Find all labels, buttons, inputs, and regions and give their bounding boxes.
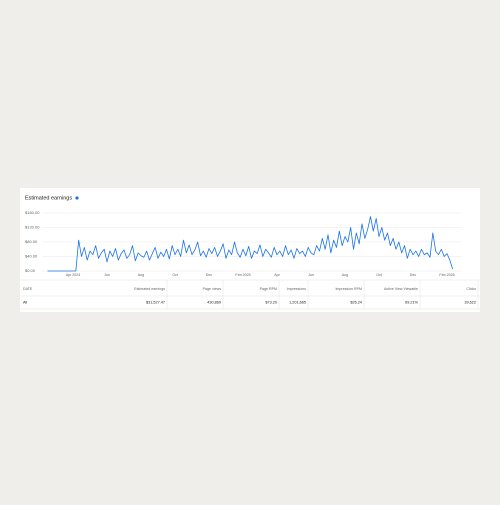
- column-header: Impression RPM: [335, 287, 362, 291]
- table-cell: 69.21%: [405, 301, 419, 305]
- legend-dot: [75, 196, 79, 200]
- x-tick-label: Feb 2025: [235, 273, 250, 277]
- y-tick-label: $120.00: [25, 225, 40, 230]
- table: DATE Estimated earnings Page views Page RPM…: [23, 280, 479, 309]
- chart-title: Estimated earnings: [25, 195, 72, 201]
- table-cell: $26.24: [350, 301, 362, 305]
- y-tick-label: $40.00: [25, 254, 38, 259]
- column-header: DATE: [23, 287, 33, 291]
- y-tick-label: $80.00: [25, 239, 38, 244]
- y-tick-label: $160.00: [25, 210, 40, 215]
- column-header: Clicks: [466, 287, 476, 291]
- x-tick-label: Aug: [342, 273, 348, 277]
- table-cell: 430,869: [207, 301, 221, 305]
- line-series: [47, 216, 454, 272]
- x-tick-label: Oct: [172, 273, 178, 277]
- x-tick-label: Feb 2026: [439, 273, 454, 277]
- table-cell: $31,527.47: [146, 301, 165, 305]
- x-tick-label: Aug: [138, 273, 144, 277]
- table-cell: 1,201,665: [289, 301, 306, 305]
- y-tick-label: $0.00: [25, 268, 36, 273]
- x-tick-label: Oct: [376, 273, 382, 277]
- chart: $0.00 $40.00 $80.00 $120.00 $160.00 Apr 2024 J…: [25, 210, 462, 277]
- table-cell: $73.20: [265, 301, 277, 305]
- table-cell: All: [23, 301, 27, 305]
- column-header: Estimated earnings: [134, 287, 165, 291]
- column-header: Active View Viewable: [384, 287, 418, 291]
- column-header: Page views: [203, 287, 222, 291]
- x-tick-label: Dec: [410, 273, 417, 277]
- column-header: Page RPM: [260, 287, 277, 291]
- x-tick-label: Jun: [104, 273, 110, 277]
- table-cell: 39,622: [464, 301, 476, 305]
- x-tick-label: Dec: [206, 273, 213, 277]
- x-tick-label: Jun: [308, 273, 314, 277]
- x-tick-label: Apr 2024: [66, 273, 81, 277]
- x-tick-label: Apr: [274, 273, 280, 277]
- column-header: Impressions: [287, 287, 307, 291]
